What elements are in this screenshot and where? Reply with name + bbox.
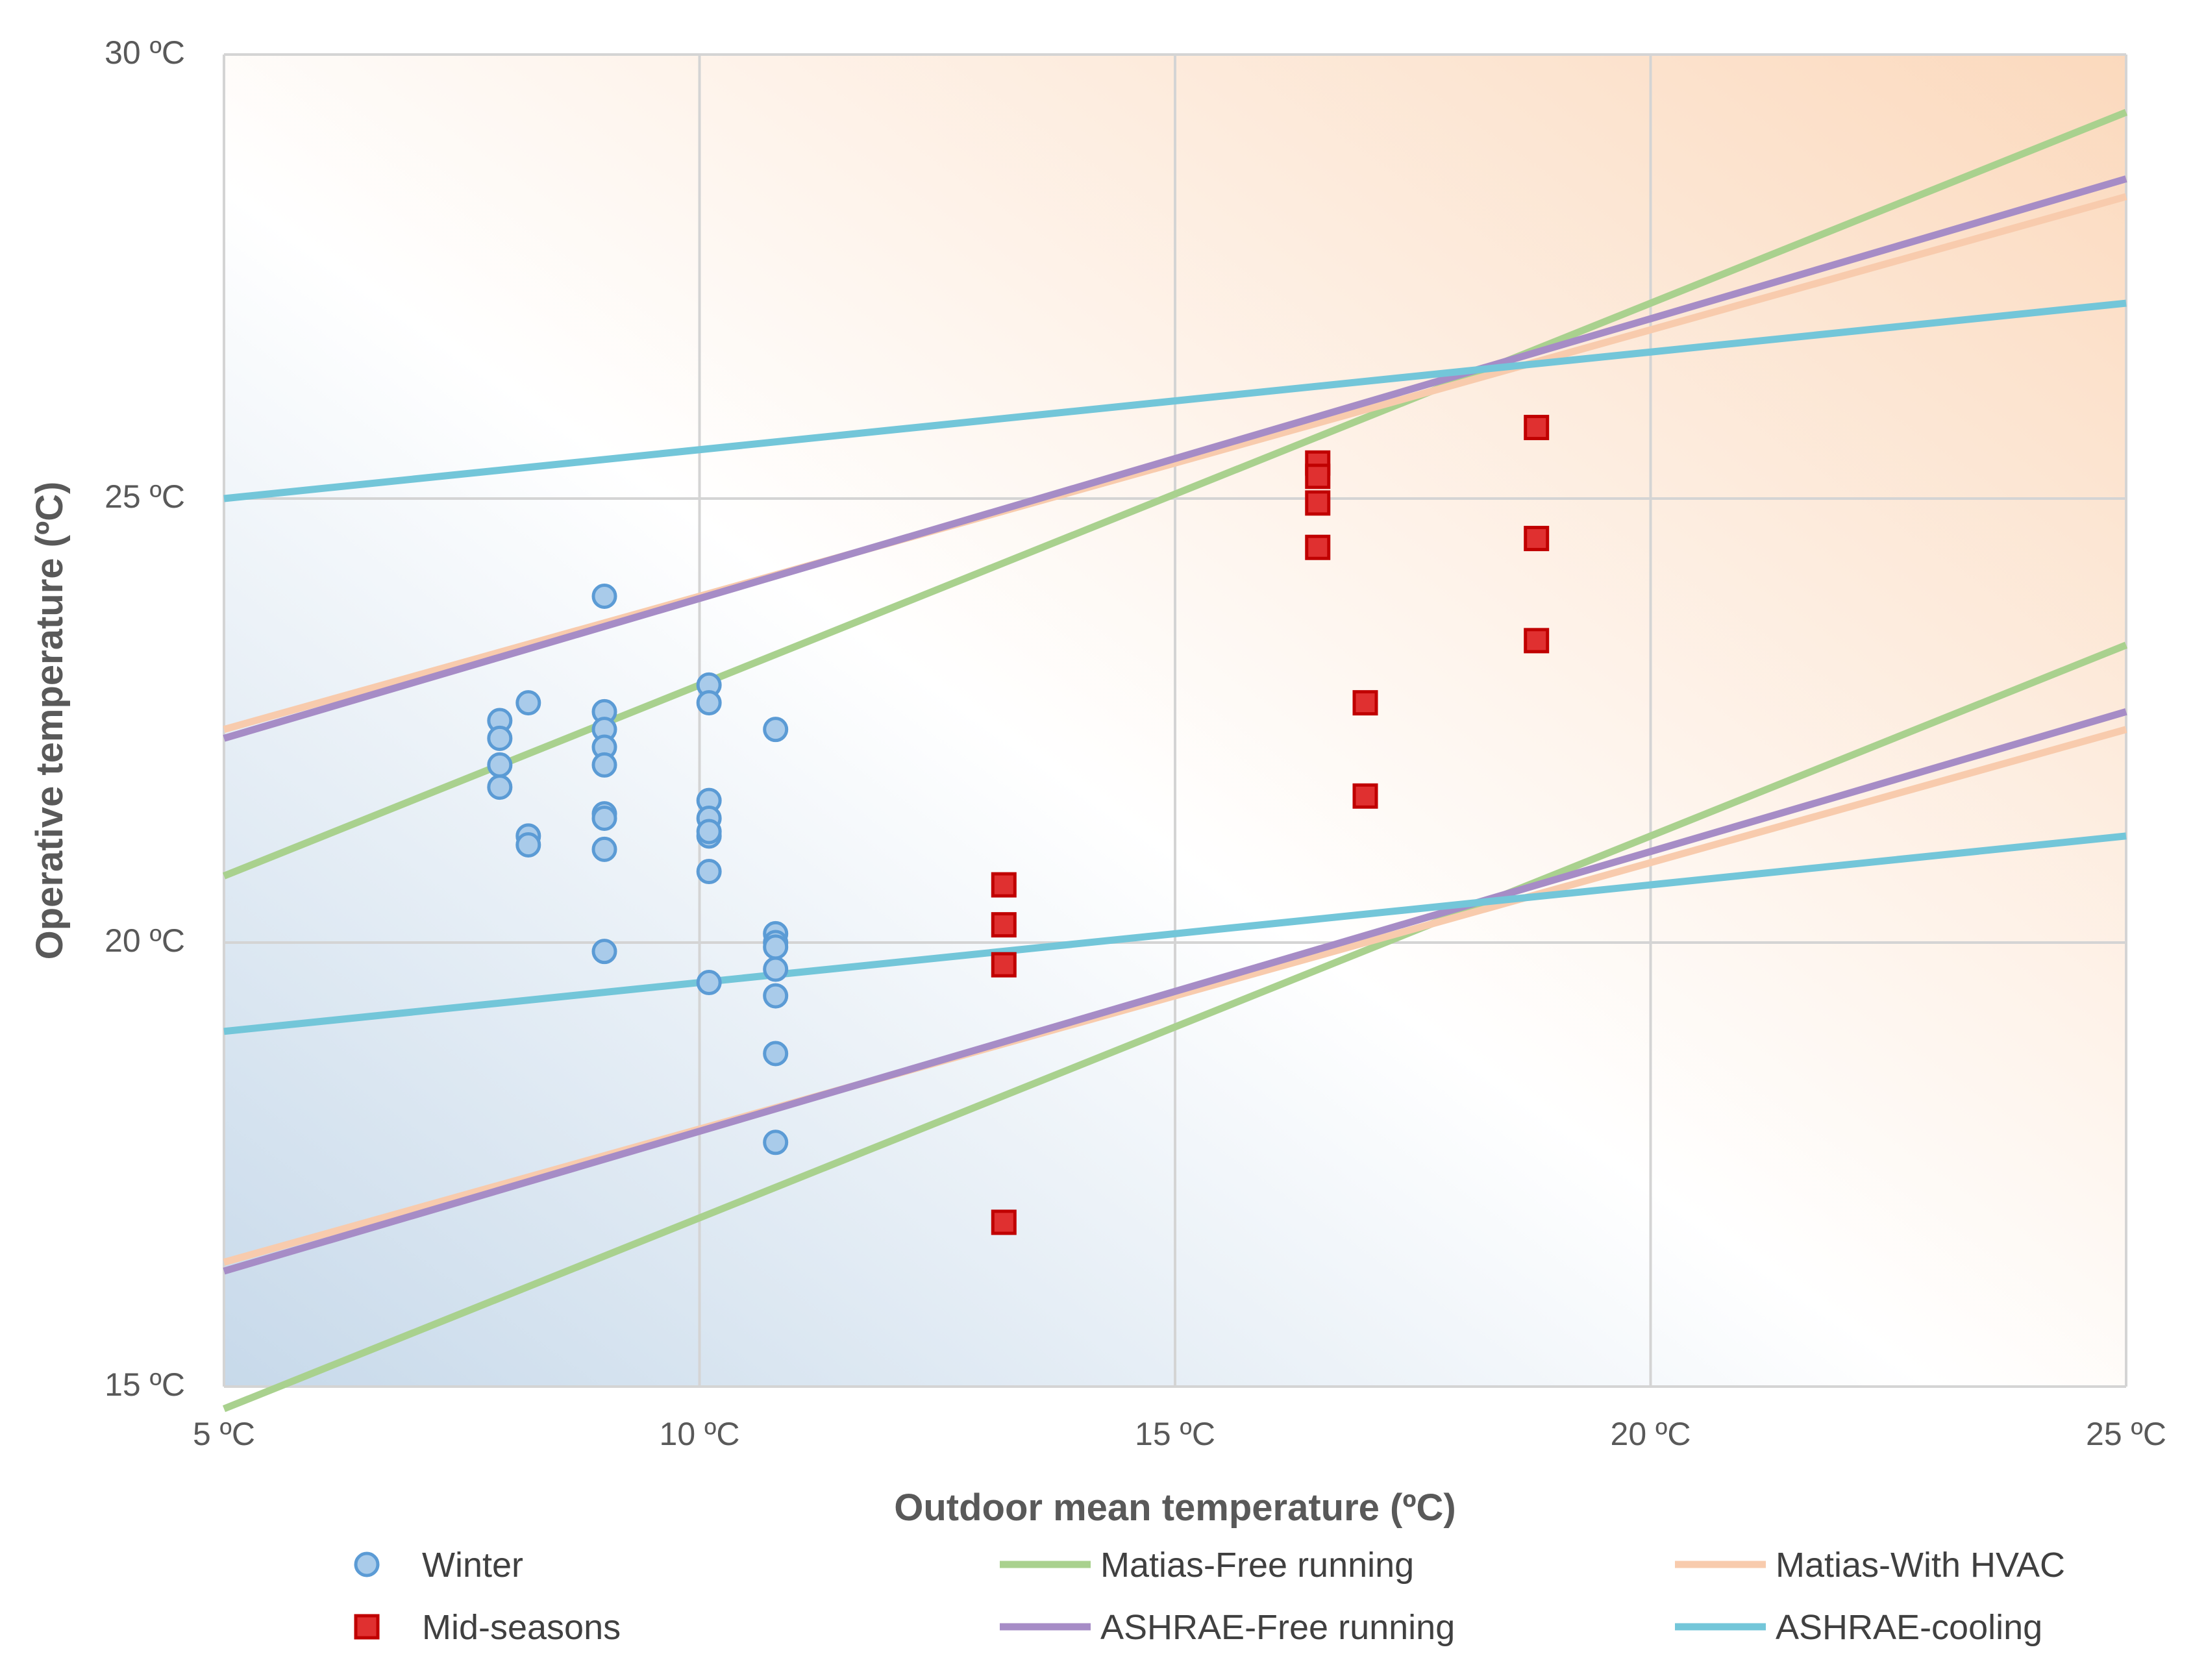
winter-point (591, 752, 617, 778)
ashrae-cooling-upper-limit-line (223, 299, 2127, 502)
legend-label: Matias-With HVAC (1776, 1546, 2065, 1585)
winter-point (696, 859, 722, 885)
mid-seasons-point (1305, 490, 1331, 516)
matias-free-running-lower-limit-line (222, 641, 2128, 1413)
winter-point (763, 983, 789, 1009)
legend: Winter Matias-Free running Matias-With HVA… (354, 1546, 2065, 1647)
mid-seasons-point (1352, 783, 1378, 809)
y-tick-label: 20 ºC (105, 922, 185, 959)
series-lines (222, 108, 2128, 1413)
mid-seasons-point (991, 912, 1017, 938)
legend-label: ASHRAE-cooling (1776, 1608, 2042, 1647)
legend-label: Winter (422, 1546, 523, 1585)
ashrae-free-running-lower-limit-line (223, 708, 2127, 1275)
winter-point (763, 1130, 789, 1155)
legend-item-matias-with-hvac: Matias-With HVAC (1675, 1546, 2065, 1585)
legend-item-ashrae-cooling: ASHRAE-cooling (1675, 1608, 2042, 1647)
matias-with-hvac-upper-limit-line (223, 193, 2127, 733)
x-tick-label: 25 ºC (2086, 1416, 2166, 1452)
y-tick-label: 15 ºC (105, 1366, 185, 1403)
matias-free-running-upper-limit-line (222, 108, 2128, 880)
winter-point (763, 934, 789, 960)
x-tick-label: 15 ºC (1135, 1416, 1215, 1452)
legend-swatch (354, 1614, 380, 1640)
winter-point (763, 1041, 789, 1067)
mid-seasons-point (1305, 463, 1331, 489)
y-tick-label: 30 ºC (105, 34, 185, 71)
mid-seasons-point (1305, 534, 1331, 560)
x-tick-label: 10 ºC (660, 1416, 740, 1452)
mid-seasons-point (991, 1209, 1017, 1235)
mid-seasons-point (1524, 415, 1550, 441)
winter-point (591, 583, 617, 609)
winter-point (487, 774, 513, 800)
y-tick-label: 25 ºC (105, 478, 185, 515)
ashrae-cooling-lower-limit-line (223, 832, 2127, 1035)
x-tick-label: 5 ºC (193, 1416, 255, 1452)
mid-seasons-point (991, 952, 1017, 978)
matias-with-hvac-lower-limit-line (223, 726, 2127, 1266)
legend-item-winter: Winter (354, 1546, 523, 1585)
winter-point (591, 836, 617, 862)
legend-item-ashrae-free-running: ASHRAE-Free running (1000, 1608, 1455, 1647)
ashrae-free-running-upper-limit-line (223, 175, 2127, 742)
x-tick-label: 20 ºC (1611, 1416, 1691, 1452)
legend-item-matias-free-running: Matias-Free running (1000, 1546, 1414, 1585)
winter-point (696, 970, 722, 996)
winter-point (515, 690, 541, 716)
winter-point (591, 805, 617, 831)
legend-item-mid-seasons: Mid-seasons (354, 1608, 621, 1647)
grid (223, 53, 2127, 1388)
legend-label: Matias-Free running (1100, 1546, 1414, 1585)
winter-point (515, 832, 541, 858)
mid-seasons-point (1352, 690, 1378, 716)
winter-point (763, 956, 789, 982)
legend-label: Mid-seasons (422, 1608, 621, 1647)
series-points (487, 415, 1550, 1235)
winter-point (487, 725, 513, 751)
x-axis-title: Outdoor mean temperature (ºC) (894, 1487, 1456, 1529)
legend-swatch (354, 1551, 380, 1577)
winter-point (696, 690, 722, 716)
y-axis-title: Operative temperature (ºC) (29, 482, 71, 960)
winter-point (487, 752, 513, 778)
mid-seasons-point (991, 872, 1017, 898)
winter-point (763, 717, 789, 743)
winter-point (696, 819, 722, 845)
mid-seasons-point (1524, 628, 1550, 654)
mid-seasons-point (1524, 526, 1550, 552)
tick-labels: 15 ºC 20 ºC 25 ºC 30 ºC 5 ºC 10 ºC 15 ºC 20 ºC 2… (105, 34, 2166, 1452)
legend-label: ASHRAE-Free running (1100, 1608, 1455, 1647)
winter-point (591, 939, 617, 965)
